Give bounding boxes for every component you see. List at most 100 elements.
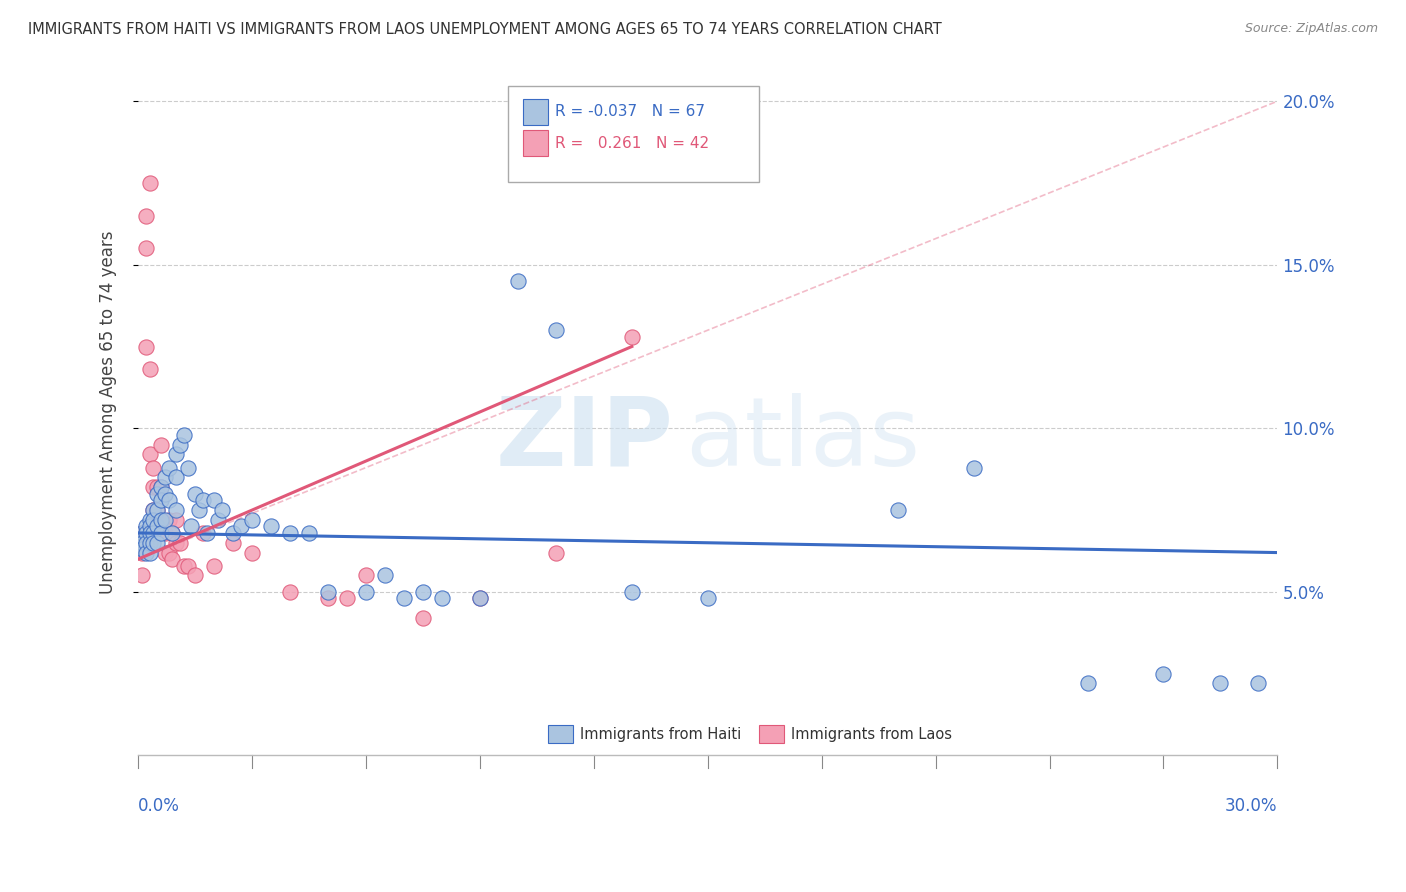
Point — [135, 209, 157, 223]
Point — [157, 513, 180, 527]
Point — [149, 525, 172, 540]
Point — [173, 558, 195, 573]
Point — [229, 519, 252, 533]
Point — [146, 519, 169, 533]
Point — [131, 535, 153, 549]
Point — [142, 460, 165, 475]
Point — [180, 519, 202, 533]
Point — [146, 480, 169, 494]
Point — [138, 519, 160, 533]
Text: atlas: atlas — [685, 392, 920, 486]
Point — [142, 503, 165, 517]
Point — [962, 460, 984, 475]
Point — [202, 558, 225, 573]
Point — [620, 584, 643, 599]
Point — [544, 323, 567, 337]
Point — [354, 568, 377, 582]
Point — [207, 513, 229, 527]
Text: Immigrants from Laos: Immigrants from Laos — [792, 727, 952, 741]
Point — [191, 525, 214, 540]
Text: 30.0%: 30.0% — [1225, 797, 1278, 814]
FancyBboxPatch shape — [523, 99, 548, 125]
Point — [188, 503, 211, 517]
Point — [149, 493, 172, 508]
Point — [138, 535, 160, 549]
Point — [278, 584, 301, 599]
Point — [165, 470, 187, 484]
Point — [138, 447, 160, 461]
Point — [138, 513, 160, 527]
Point — [316, 591, 339, 606]
Point — [135, 339, 157, 353]
Point — [184, 486, 207, 500]
Point — [138, 525, 160, 540]
Point — [176, 460, 198, 475]
Point — [149, 513, 172, 527]
Point — [153, 545, 176, 559]
Point — [222, 525, 245, 540]
FancyBboxPatch shape — [509, 86, 759, 182]
Point — [146, 503, 169, 517]
Point — [620, 329, 643, 343]
Text: R = -0.037   N = 67: R = -0.037 N = 67 — [555, 104, 706, 120]
Point — [222, 535, 245, 549]
Point — [135, 525, 157, 540]
Text: Source: ZipAtlas.com: Source: ZipAtlas.com — [1244, 22, 1378, 36]
Point — [165, 447, 187, 461]
Point — [142, 503, 165, 517]
Point — [1209, 676, 1232, 690]
Point — [1076, 676, 1098, 690]
Point — [135, 519, 157, 533]
Point — [468, 591, 491, 606]
Point — [240, 513, 263, 527]
FancyBboxPatch shape — [548, 725, 574, 743]
Point — [131, 542, 153, 557]
Point — [354, 584, 377, 599]
Point — [169, 437, 191, 451]
Point — [162, 525, 184, 540]
Point — [138, 545, 160, 559]
Point — [260, 519, 283, 533]
Point — [135, 241, 157, 255]
Point — [336, 591, 359, 606]
Point — [146, 503, 169, 517]
Y-axis label: Unemployment Among Ages 65 to 74 years: Unemployment Among Ages 65 to 74 years — [100, 230, 117, 594]
Point — [153, 486, 176, 500]
Point — [153, 470, 176, 484]
FancyBboxPatch shape — [523, 130, 548, 156]
Point — [1247, 676, 1270, 690]
Point — [149, 513, 172, 527]
Point — [374, 568, 396, 582]
Point — [278, 525, 301, 540]
Point — [157, 493, 180, 508]
Point — [146, 486, 169, 500]
Point — [157, 460, 180, 475]
Point — [165, 535, 187, 549]
Point — [149, 437, 172, 451]
Point — [412, 584, 434, 599]
Text: R =   0.261   N = 42: R = 0.261 N = 42 — [555, 136, 709, 151]
Point — [131, 525, 153, 540]
Point — [211, 503, 233, 517]
Point — [135, 545, 157, 559]
Point — [165, 503, 187, 517]
Text: Immigrants from Haiti: Immigrants from Haiti — [581, 727, 741, 741]
Point — [146, 525, 169, 540]
Point — [886, 503, 908, 517]
Point — [184, 568, 207, 582]
FancyBboxPatch shape — [759, 725, 785, 743]
Point — [202, 493, 225, 508]
Point — [157, 545, 180, 559]
Point — [191, 493, 214, 508]
Point — [162, 552, 184, 566]
Point — [142, 513, 165, 527]
Point — [165, 513, 187, 527]
Point — [544, 545, 567, 559]
Point — [176, 558, 198, 573]
Point — [149, 480, 172, 494]
Point — [138, 176, 160, 190]
Point — [240, 545, 263, 559]
Point — [142, 480, 165, 494]
Point — [138, 362, 160, 376]
Point — [149, 480, 172, 494]
